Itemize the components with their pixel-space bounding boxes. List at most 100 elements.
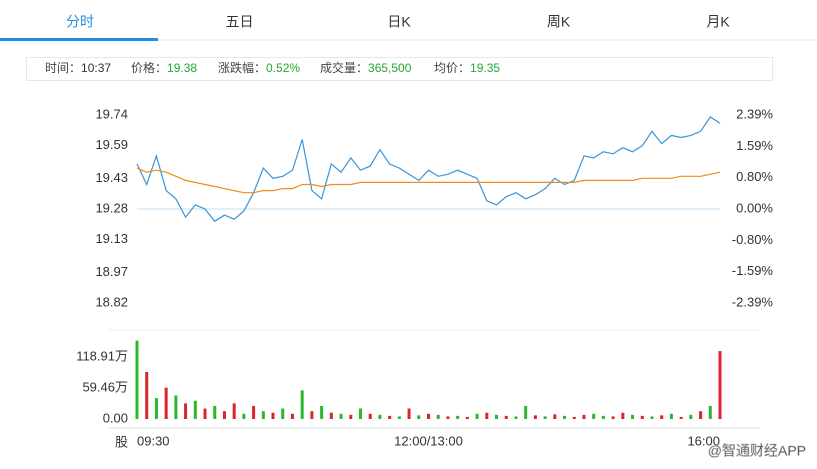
info-value: 365,500 [368, 61, 412, 75]
y-tick-label: 19.74 [95, 106, 128, 121]
volume-bar [193, 400, 197, 419]
info-item: 涨跌幅：0.52% [218, 60, 300, 75]
volume-bar [504, 415, 508, 419]
info-value: 19.38 [167, 61, 197, 75]
volume-tick-label: 118.91万 [76, 348, 128, 363]
volume-bar [164, 387, 168, 419]
volume-bar [368, 413, 372, 419]
volume-bar [553, 414, 557, 419]
y-tick-label: 19.13 [95, 231, 128, 246]
volume-bar [320, 405, 324, 419]
x-axis-label: 股 [115, 434, 128, 449]
info-item: 成交量：365,500 [320, 60, 412, 75]
volume-bar [592, 413, 596, 419]
volume-bar [524, 405, 528, 419]
volume-bar [213, 405, 217, 419]
volume-bar [378, 414, 382, 419]
y2-tick-label: -0.80% [732, 232, 774, 247]
tab[interactable]: 月K [706, 14, 730, 30]
info-value: 10:37 [81, 61, 111, 75]
volume-bar [650, 416, 654, 419]
volume-bar [281, 408, 285, 419]
y2-tick-label: 0.80% [736, 169, 773, 184]
volume-bar [358, 408, 362, 419]
volume-bar [349, 414, 353, 419]
info-label: 成交量： [320, 60, 368, 75]
y-tick-label: 18.97 [95, 264, 128, 279]
tab[interactable]: 分时 [66, 14, 94, 30]
volume-bar [310, 411, 314, 419]
volume-bar [290, 413, 294, 419]
tab[interactable]: 五日 [226, 14, 254, 30]
volume-tick-label: 0.00 [103, 410, 128, 425]
info-value: 0.52% [266, 61, 300, 75]
y-tick-label: 19.43 [95, 170, 128, 185]
volume-bar [660, 415, 664, 419]
volume-bar [640, 415, 644, 419]
x-tick-label: 16:00 [687, 433, 720, 448]
volume-bar [407, 408, 411, 419]
active-tab-underline [0, 38, 158, 41]
volume-bar [203, 408, 207, 419]
volume-bar [631, 414, 635, 419]
volume-bar [300, 390, 304, 419]
info-item: 时间：10:37 [45, 61, 111, 75]
volume-bar [397, 416, 401, 419]
volume-bar [669, 413, 673, 419]
volume-bar [436, 414, 440, 419]
volume-bar [232, 403, 236, 419]
tab[interactable]: 日K [387, 14, 411, 30]
volume-bar [329, 412, 333, 419]
x-tick-label: 12:00/13:00 [394, 433, 463, 448]
volume-bar [135, 340, 139, 419]
volume-bar [456, 415, 460, 419]
info-item: 价格：19.38 [131, 60, 197, 75]
info-label: 涨跌幅： [218, 60, 266, 75]
volume-bar [718, 351, 722, 419]
y2-tick-label: -2.39% [732, 294, 774, 309]
volume-bar [339, 413, 343, 419]
price-line [136, 116, 721, 223]
price-line [136, 167, 721, 194]
volume-bar [222, 411, 226, 419]
info-label: 均价： [434, 61, 470, 75]
volume-bar [475, 413, 479, 419]
volume-bar [689, 414, 693, 419]
y-tick-label: 18.82 [95, 294, 128, 309]
y-tick-label: 19.59 [95, 137, 128, 152]
volume-bar [572, 416, 576, 419]
info-label: 时间： [45, 61, 81, 75]
y2-tick-label: -1.59% [732, 263, 774, 278]
volume-tick-label: 59.46万 [82, 379, 128, 394]
volume-bar [533, 415, 537, 419]
volume-bar [582, 414, 586, 419]
volume-bar [708, 405, 712, 419]
info-label: 价格： [131, 60, 167, 75]
volume-bar [611, 416, 615, 419]
info-bar [26, 57, 773, 81]
volume-bar [427, 413, 430, 419]
y2-tick-label: 1.59% [736, 138, 773, 153]
y-tick-label: 19.28 [95, 200, 128, 215]
volume-bar [242, 413, 246, 419]
volume-bar [495, 414, 499, 419]
volume-bar [174, 395, 178, 419]
volume-bar [145, 371, 149, 419]
volume-bar [417, 415, 421, 419]
volume-bar [261, 411, 265, 419]
volume-bar [485, 412, 489, 419]
y2-tick-label: 0.00% [736, 200, 773, 215]
volume-bar [621, 412, 625, 419]
tab[interactable]: 周K [547, 14, 571, 30]
volume-bar [563, 415, 567, 419]
volume-bar [154, 398, 158, 419]
volume-bar [543, 416, 547, 419]
volume-bar [699, 411, 703, 419]
volume-bar [465, 416, 469, 419]
y2-tick-label: 2.39% [736, 106, 773, 121]
watermark: @智通财经APP [708, 443, 806, 459]
volume-bar [514, 416, 518, 419]
volume-bar [679, 416, 683, 419]
volume-bar [388, 415, 392, 419]
